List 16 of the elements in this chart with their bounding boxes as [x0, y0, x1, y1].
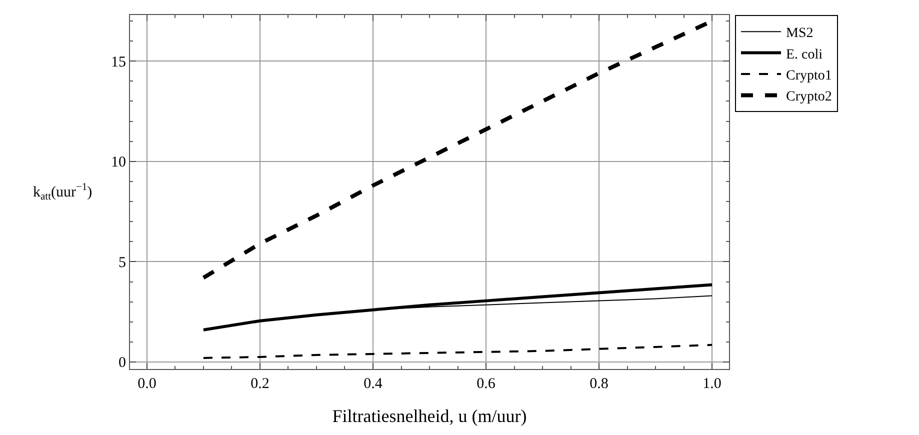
x-tick-label: 0.2	[250, 376, 270, 392]
legend-label: MS2	[786, 26, 814, 42]
y-axis-title: k$_{att}$(uur$^{−1}$)	[33, 182, 92, 202]
x-tick-label: 0.6	[476, 376, 496, 392]
y-tick-label: 5	[118, 254, 126, 271]
x-tick-label: 0.8	[590, 376, 608, 392]
legend-label: Crypto1	[786, 68, 832, 84]
y-tick-label: 15	[111, 54, 126, 70]
y-tick-label: 0	[118, 355, 126, 372]
legend-label: E. coli	[786, 47, 823, 62]
x-tick-label: 1.0	[702, 376, 722, 392]
x-tick-label: 0.0	[138, 376, 156, 392]
legend-label: Crypto2	[786, 90, 832, 105]
y-tick-label: 10	[111, 154, 126, 171]
x-tick-label: 0.4	[364, 376, 383, 392]
x-axis-title: Filtratiesnelheid, u (m/uur)	[332, 406, 527, 426]
